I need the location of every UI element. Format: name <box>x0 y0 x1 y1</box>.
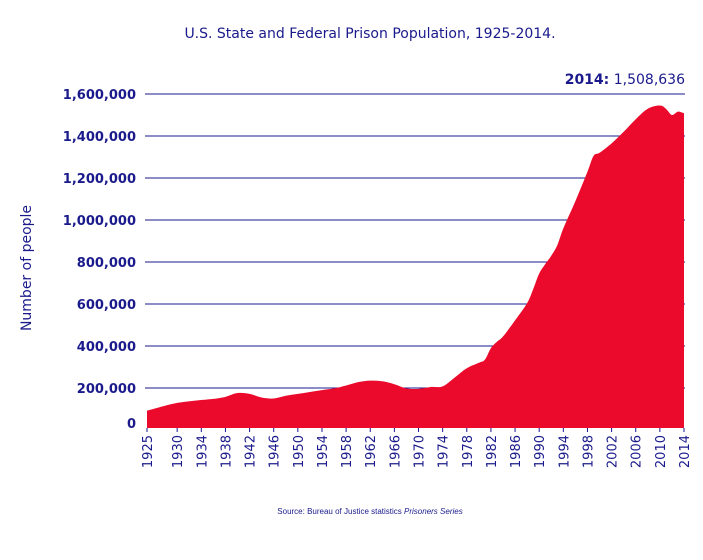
y-tick-label: 0 <box>127 417 136 432</box>
x-tick-label: 2014 <box>678 435 693 468</box>
y-tick-label: 1,400,000 <box>63 130 136 145</box>
y-tick-label: 1,600,000 <box>63 88 136 103</box>
x-tick-label: 1970 <box>413 435 428 468</box>
x-tick-label: 1962 <box>364 435 379 468</box>
x-tick-label: 1938 <box>219 435 234 468</box>
latest-value-annotation: 2014: 1,508,636 <box>565 72 685 88</box>
y-tick-label: 1,200,000 <box>63 172 136 187</box>
x-tick-label: 1986 <box>509 435 524 468</box>
x-tick-label: 1946 <box>268 435 283 468</box>
x-tick-label: 1930 <box>171 435 186 468</box>
y-tick-label: 1,000,000 <box>63 214 136 229</box>
x-tick-label: 1942 <box>244 435 259 468</box>
x-tick-label: 1978 <box>461 435 476 468</box>
annotation-value: 1,508,636 <box>613 72 685 88</box>
x-tick-label: 1925 <box>141 435 156 468</box>
x-tick-label: 1966 <box>388 435 403 468</box>
x-tick-label: 1958 <box>340 435 355 468</box>
y-tick-label: 200,000 <box>77 382 136 397</box>
annotation-year: 2014: <box>564 72 610 88</box>
x-tick-label: 1974 <box>437 435 452 468</box>
x-tick-label: 1994 <box>557 435 572 468</box>
y-tick-label: 800,000 <box>77 256 136 271</box>
x-tick-label: 1950 <box>292 435 307 468</box>
source-text: Source: Bureau of Justice statistics <box>277 507 405 516</box>
x-tick-label: 1998 <box>581 435 596 468</box>
x-tick-label: 1934 <box>195 435 210 468</box>
source-note: Source: Bureau of Justice statistics Pri… <box>0 507 703 516</box>
prison-population-area <box>147 105 684 429</box>
x-tick-label: 1954 <box>316 435 331 468</box>
x-tick-label: 1990 <box>533 435 548 468</box>
x-tick-label: 2006 <box>630 435 645 468</box>
x-tick-label: 2002 <box>606 435 621 468</box>
chart-title: U.S. State and Federal Prison Population… <box>184 26 556 42</box>
x-tick-label: 2010 <box>654 435 669 468</box>
y-tick-label: 600,000 <box>77 298 136 313</box>
x-tick-label: 1982 <box>485 435 500 468</box>
source-series: Prisoners Series <box>404 507 463 516</box>
y-tick-label: 400,000 <box>77 340 136 355</box>
